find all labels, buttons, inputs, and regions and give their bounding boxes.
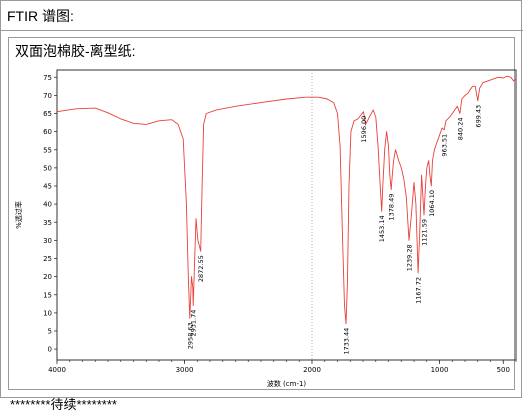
y-tick-label: 50 — [43, 164, 52, 172]
spectrum-line — [56, 75, 517, 325]
peak-label: 963.51 — [441, 134, 449, 157]
peak-label: 1378.49 — [388, 194, 396, 221]
peak-label: 1239.28 — [405, 244, 413, 271]
y-tick-label: 75 — [43, 74, 52, 82]
peak-label: 1596.00 — [360, 116, 368, 143]
y-axis-label: %透过率 — [14, 201, 23, 229]
y-tick-label: 15 — [43, 291, 52, 299]
peak-label: 1121.59 — [420, 219, 428, 246]
peak-label: 2872.55 — [197, 255, 205, 282]
x-tick-label: 2000 — [303, 366, 321, 374]
peak-label: 1064.10 — [428, 190, 436, 217]
peak-label: 2958.63 — [186, 322, 194, 349]
y-tick-label: 0 — [48, 346, 52, 354]
sample-title: 双面泡棉胶-离型纸: — [15, 43, 136, 59]
y-tick-label: 55 — [43, 146, 52, 154]
peak-label: 1167.72 — [415, 277, 423, 304]
y-tick-label: 10 — [43, 309, 52, 317]
ftir-report-frame: FTIR 谱图: — [0, 0, 523, 398]
y-tick-label: 25 — [43, 255, 52, 263]
y-tick-label: 70 — [43, 92, 52, 100]
peak-label: 2931.74 — [190, 310, 198, 337]
y-tick-label: 65 — [43, 110, 52, 118]
x-tick-label: 4000 — [48, 366, 66, 374]
y-tick-label: 45 — [43, 183, 52, 191]
y-tick-label: 30 — [43, 237, 52, 245]
x-tick-label: 3000 — [176, 366, 194, 374]
peak-label: 840.24 — [456, 118, 464, 141]
y-tick-label: 20 — [43, 273, 52, 281]
plot-area-frame — [56, 69, 517, 361]
y-tick-label: 5 — [48, 328, 52, 336]
ftir-spectrum-chart: 4000 3000 2000 1000 500 0 5 10 15 20 25 30 35 40 45 50 5… — [14, 69, 517, 388]
peak-label: 699.43 — [474, 105, 482, 128]
footer-continued-note: ********待续******** — [10, 397, 117, 412]
x-tick-label: 1000 — [431, 366, 449, 374]
x-axis-label: 波数 (cm-1) — [267, 379, 307, 388]
y-tick-label: 35 — [43, 219, 52, 227]
y-tick-label: 40 — [43, 201, 52, 209]
peak-label: 1733.44 — [342, 328, 350, 355]
sample-panel: 双面泡棉胶-离型纸: — [8, 37, 515, 390]
y-tick-label: 60 — [43, 128, 52, 136]
peak-label: 1453.14 — [378, 215, 386, 242]
section-title: FTIR 谱图: — [1, 1, 523, 31]
x-tick-label: 500 — [497, 366, 510, 374]
